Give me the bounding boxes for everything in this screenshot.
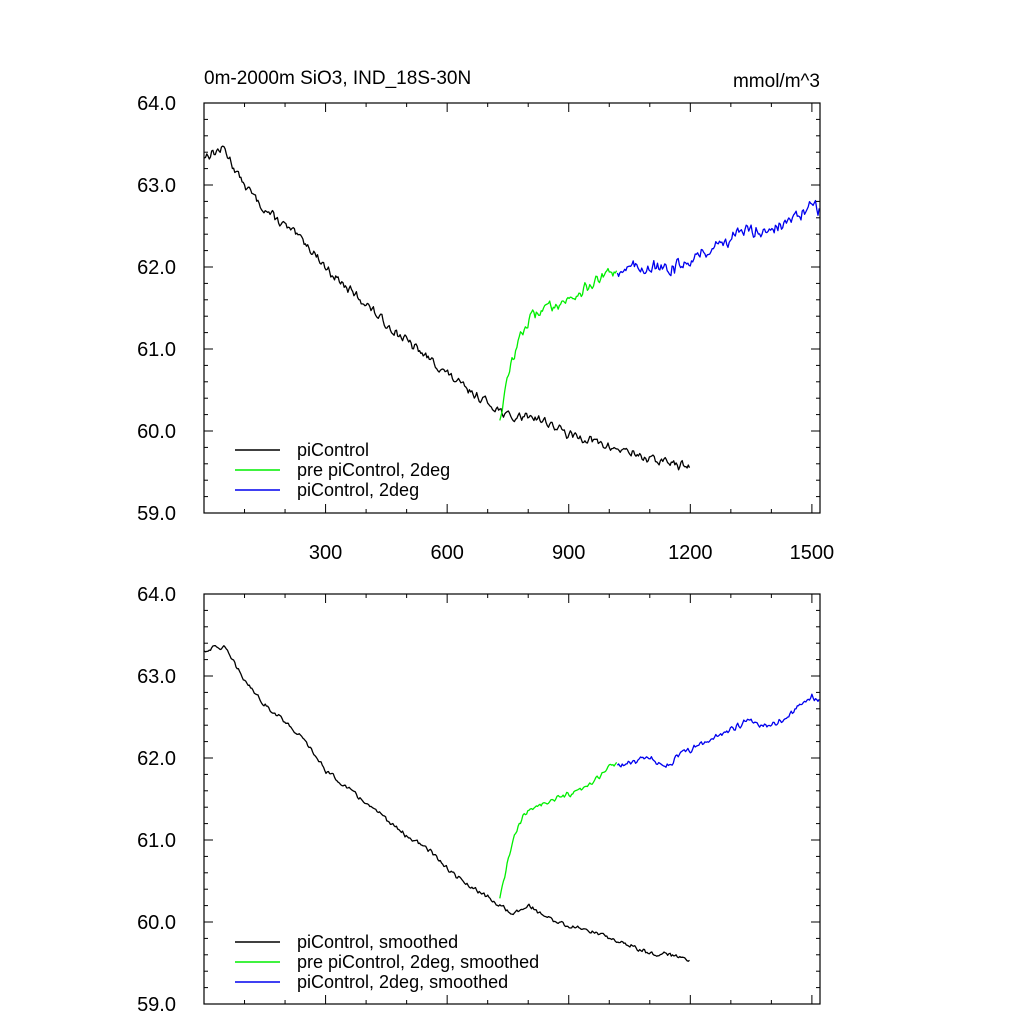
series-line — [499, 267, 618, 421]
axes: 59.0 60.0 61.0 62.0 63.0 64.0 — [137, 584, 820, 1016]
legend: piControl, smoothed pre piControl, 2deg,… — [235, 932, 539, 992]
chart-title: 0m-2000m SiO3, IND_18S-30N — [204, 68, 471, 89]
legend: piControl pre piControl, 2deg piControl,… — [235, 440, 450, 500]
y-tick-label: 60.0 — [137, 912, 176, 934]
y-tick-label: 59.0 — [137, 994, 176, 1016]
y-tick-label: 61.0 — [137, 830, 176, 852]
series-line — [616, 693, 820, 768]
y-tick-label: 64.0 — [137, 584, 176, 606]
bottom-panel: 59.0 60.0 61.0 62.0 63.0 64.0 piControl, smoo… — [137, 584, 821, 1016]
y-tick-label: 64.0 — [137, 93, 176, 115]
axes: 59.0 60.0 61.0 62.0 63.0 64.0 300 600 900 1200 150… — [137, 93, 834, 564]
legend-label: piControl, 2deg — [297, 480, 419, 500]
legend-label: pre piControl, 2deg — [297, 460, 450, 480]
plot-frame — [203, 593, 821, 1005]
x-tick-label: 1500 — [790, 542, 835, 564]
y-tick-label: 59.0 — [137, 503, 176, 525]
plot-lines — [204, 644, 820, 962]
x-tick-label: 300 — [309, 542, 342, 564]
plot-frame — [203, 102, 821, 514]
series-line — [204, 644, 690, 962]
y-tick-label: 60.0 — [137, 421, 176, 443]
units-label: mmol/m^3 — [733, 71, 820, 92]
series-line — [616, 199, 820, 278]
legend-label: piControl, 2deg, smoothed — [297, 972, 508, 992]
plot-lines — [204, 145, 820, 471]
legend-label: piControl — [297, 440, 369, 460]
x-tick-label: 1200 — [668, 542, 713, 564]
y-tick-label: 63.0 — [137, 175, 176, 197]
top-panel: 0m-2000m SiO3, IND_18S-30N mmol/m^3 59.0… — [137, 68, 834, 564]
x-tick-label: 600 — [430, 542, 463, 564]
series-line — [204, 145, 691, 471]
y-tick-label: 62.0 — [137, 257, 176, 279]
x-tick-label: 900 — [552, 542, 585, 564]
series-line — [499, 762, 618, 899]
legend-label: piControl, smoothed — [297, 932, 458, 952]
y-tick-label: 62.0 — [137, 748, 176, 770]
y-tick-label: 61.0 — [137, 339, 176, 361]
y-tick-label: 63.0 — [137, 666, 176, 688]
legend-label: pre piControl, 2deg, smoothed — [297, 952, 539, 972]
